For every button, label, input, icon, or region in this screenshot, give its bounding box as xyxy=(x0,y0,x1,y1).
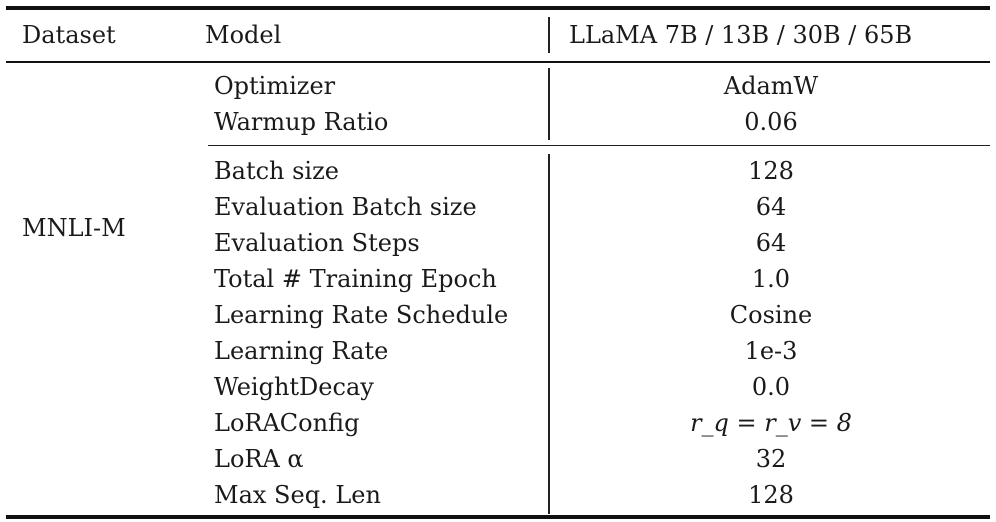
bottom-rule xyxy=(6,515,990,519)
param-label: LoRA α xyxy=(214,445,304,473)
param-value: 64 xyxy=(755,193,787,221)
param-label: Evaluation Batch size xyxy=(214,193,477,221)
param-label: Warmup Ratio xyxy=(214,108,389,136)
param-label: Batch size xyxy=(214,157,339,185)
param-value: 1.0 xyxy=(751,265,791,293)
header-model-sizes: LLaMA 7B / 13B / 30B / 65B xyxy=(569,21,913,49)
param-value: r_q = r_v = 8 xyxy=(690,409,852,437)
group2-column-divider xyxy=(548,154,550,514)
group-separator-rule xyxy=(208,145,990,146)
top-rule xyxy=(6,6,990,10)
param-label: Learning Rate Schedule xyxy=(214,301,509,329)
param-label: Optimizer xyxy=(214,72,336,100)
param-value: 64 xyxy=(755,229,787,257)
param-value: AdamW xyxy=(723,72,819,100)
dataset-name: MNLI-M xyxy=(22,214,126,242)
param-value: 32 xyxy=(755,445,787,473)
group2-params: Batch size Evaluation Batch size Evaluat… xyxy=(214,153,544,513)
param-value: 1e-3 xyxy=(744,337,798,365)
param-value: 128 xyxy=(748,157,794,185)
param-value: 0.06 xyxy=(744,108,798,136)
param-value: 0.0 xyxy=(751,373,791,401)
param-value: 128 xyxy=(748,481,794,509)
group1-values: AdamW 0.06 xyxy=(552,68,990,140)
group1-column-divider xyxy=(548,68,550,140)
group2-values: 128 64 64 1.0 Cosine 1e-3 0.0 r_q = r_v … xyxy=(552,153,990,513)
header-rule xyxy=(6,61,990,63)
group1-params: Optimizer Warmup Ratio xyxy=(214,68,544,140)
header-dataset: Dataset xyxy=(22,21,116,49)
header-column-divider xyxy=(548,17,550,53)
param-label: Evaluation Steps xyxy=(214,229,420,257)
header-model: Model xyxy=(205,21,282,49)
param-label: WeightDecay xyxy=(214,373,374,401)
param-label: LoRAConfig xyxy=(214,409,360,437)
param-value: Cosine xyxy=(729,301,813,329)
param-label: Max Seq. Len xyxy=(214,481,381,509)
param-label: Total # Training Epoch xyxy=(214,265,497,293)
param-label: Learning Rate xyxy=(214,337,389,365)
